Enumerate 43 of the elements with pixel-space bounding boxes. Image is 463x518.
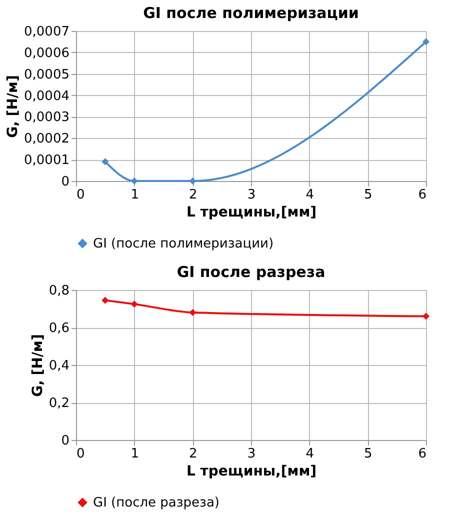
- x-tick-label: 2: [189, 188, 198, 202]
- x-axis-title: L трещины,[мм]: [186, 204, 317, 220]
- y-tick-label: 0: [61, 174, 70, 190]
- x-tick-label: 1: [130, 188, 139, 202]
- x-tick-label: 2: [189, 446, 198, 462]
- legend-label: GI (после разреза): [93, 496, 220, 510]
- y-tick-label: 0,0002: [24, 132, 70, 147]
- point: [422, 38, 430, 46]
- x-tick-label: 1: [130, 446, 139, 462]
- y-tick-label: 0,0006: [24, 46, 70, 61]
- y-tick-label: 0,2: [48, 396, 70, 411]
- x-tick-label: 3: [247, 188, 256, 202]
- x-tick-label: 6: [418, 188, 426, 202]
- x-tick-label: 3: [247, 446, 256, 462]
- y-tick-label: 0,0005: [24, 67, 70, 82]
- point: [130, 177, 138, 185]
- y-tick-label: 0,0004: [24, 88, 70, 104]
- chart-title: GI после полимеризации: [143, 4, 359, 22]
- x-tick-label: 5: [364, 446, 372, 462]
- point: [130, 300, 138, 308]
- y-tick-label: 0,4: [48, 358, 70, 374]
- y-tick-label: 0,6: [48, 321, 70, 336]
- y-tick-label: 0,8: [48, 284, 70, 298]
- x-axis-title: L трещины,[мм]: [186, 464, 317, 480]
- point: [189, 308, 196, 316]
- y-axis-title: G, [Н/м]: [5, 75, 22, 138]
- point: [102, 296, 109, 304]
- y-tick-label: 0,0007: [24, 24, 70, 40]
- y-tick-label: 0: [61, 434, 70, 448]
- x-tick-label: 0: [76, 446, 85, 462]
- x-tick-label: 5: [364, 188, 372, 202]
- y-tick-label: 0,0001: [24, 153, 70, 168]
- y-tick-label: 0,0003: [24, 110, 70, 126]
- point: [422, 312, 430, 320]
- x-tick-label: 6: [418, 446, 426, 462]
- x-tick-label: 4: [306, 188, 314, 202]
- y-axis-title: G, [Н/м]: [30, 334, 46, 397]
- chart-title: GI после разреза: [176, 263, 326, 281]
- legend-label: GI (после полимеризации): [93, 236, 274, 252]
- point: [189, 177, 196, 185]
- x-tick-label: 0: [76, 188, 85, 202]
- x-tick-label: 4: [306, 446, 314, 462]
- point: [102, 158, 109, 166]
